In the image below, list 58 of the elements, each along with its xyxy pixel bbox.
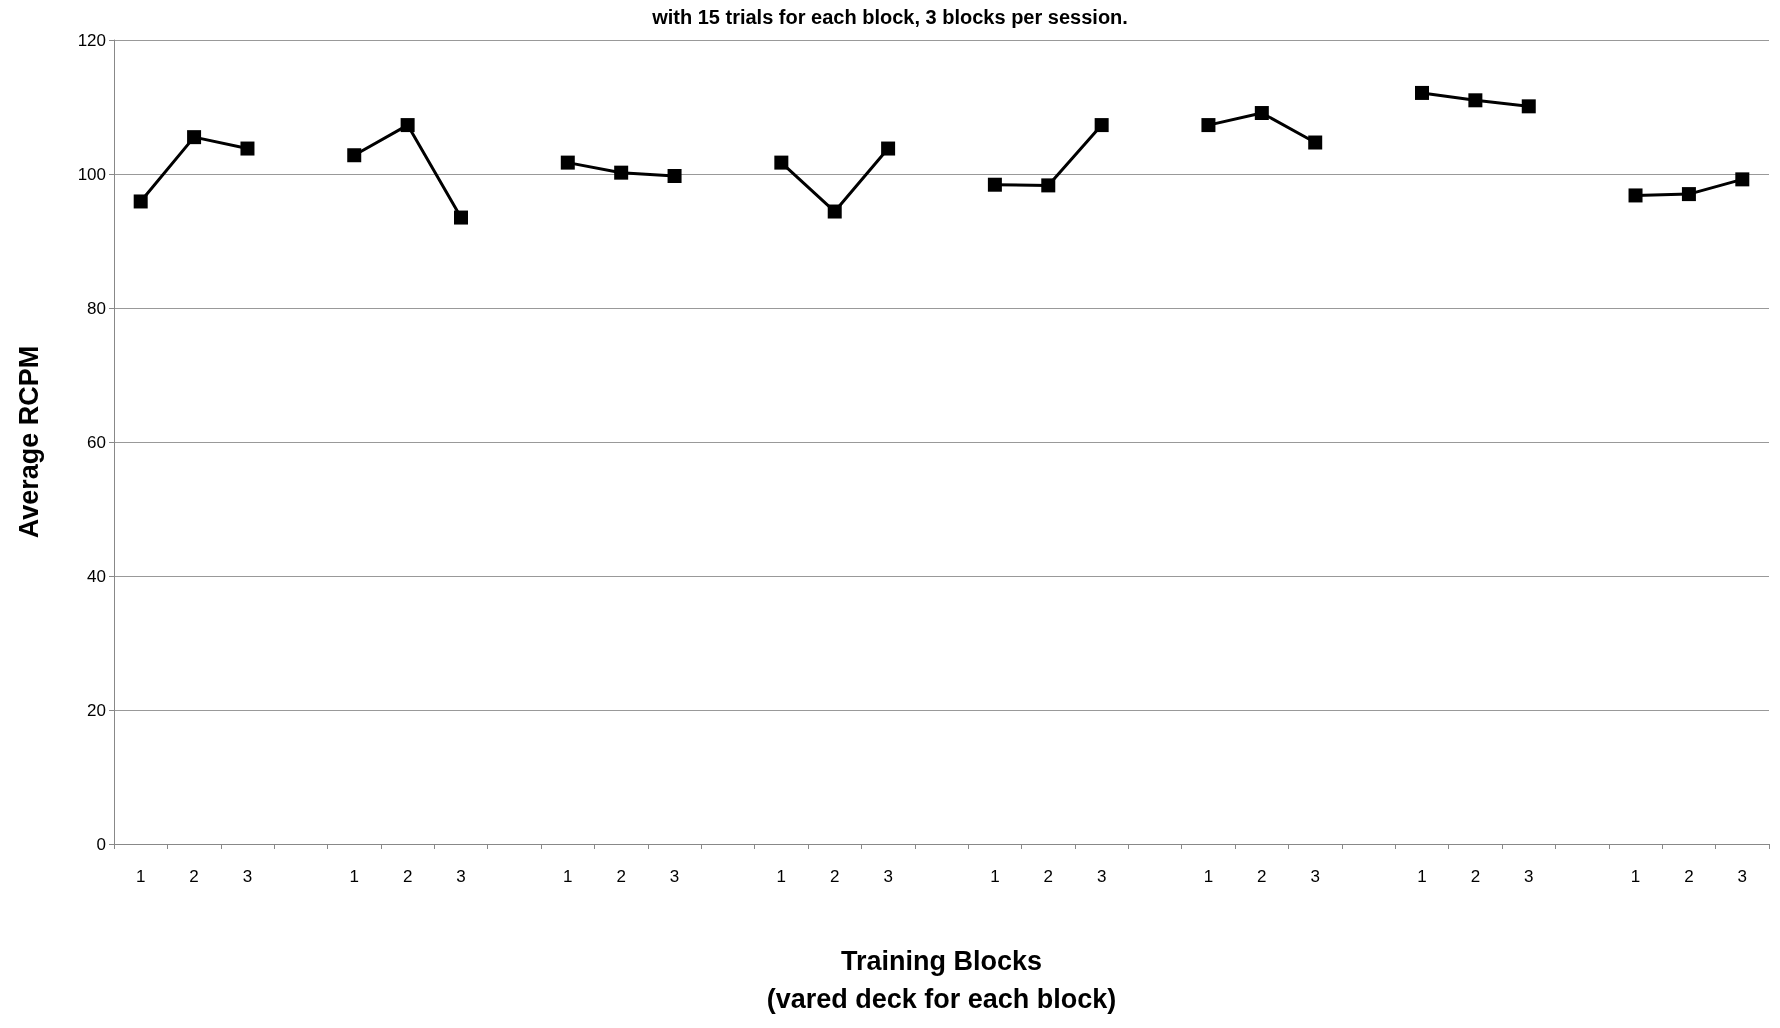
point — [454, 210, 469, 225]
point — [1201, 118, 1216, 133]
x-tick-label: 1 — [776, 867, 787, 886]
x-tick-label: 3 — [1096, 867, 1107, 886]
x-tick-label: 2 — [189, 867, 199, 886]
x-tick-label: 3 — [1737, 867, 1748, 886]
chart-title: with 15 trials for each block, 3 blocks per session. — [651, 6, 1128, 28]
x-tick-label: 2 — [1257, 867, 1267, 886]
x-tick-label: 1 — [563, 867, 573, 886]
x-tick-label: 1 — [1203, 867, 1214, 886]
x-tick-label: 2 — [402, 867, 413, 886]
x-tick-label: 3 — [1310, 867, 1320, 886]
y-tick-label: 0 — [96, 834, 106, 854]
x-tick-label: 3 — [1524, 867, 1534, 886]
point — [1414, 85, 1429, 100]
point — [187, 130, 202, 145]
y-tick-label: 40 — [87, 566, 106, 586]
point — [1468, 93, 1483, 108]
y-tick-label: 100 — [77, 164, 106, 184]
x-tick-label: 2 — [1043, 867, 1054, 886]
x-tick-label: 2 — [616, 867, 626, 886]
point — [614, 165, 629, 180]
point — [1308, 135, 1323, 150]
point — [1681, 187, 1696, 202]
x-tick-label: 2 — [1470, 867, 1481, 886]
x-tick-label: 1 — [1630, 867, 1641, 886]
point — [347, 148, 362, 163]
point — [1041, 178, 1056, 193]
x-tick-label: 2 — [829, 867, 840, 886]
y-tick-label: 120 — [77, 30, 106, 50]
x-tick-label: 1 — [349, 867, 359, 886]
point — [240, 141, 255, 156]
point — [1735, 172, 1750, 187]
point — [400, 118, 415, 133]
y-axis-title: Average RCPM — [13, 345, 44, 539]
y-tick-label: 60 — [87, 432, 106, 452]
x-tick-label: 3 — [456, 867, 466, 886]
point — [133, 194, 148, 209]
x-tick-label: 1 — [1417, 867, 1427, 886]
y-tick-label: 80 — [87, 298, 106, 318]
point — [667, 169, 682, 184]
point — [1094, 118, 1109, 133]
point — [881, 141, 896, 156]
point — [774, 155, 789, 170]
y-tick-label: 20 — [87, 700, 106, 720]
point — [1521, 99, 1536, 114]
point — [987, 177, 1002, 192]
x-axis-title: Training Blocks (vared deck for each block) — [766, 946, 1117, 1014]
x-tick-label: 3 — [669, 867, 680, 886]
x-tick-label: 2 — [1684, 867, 1694, 886]
point — [1628, 188, 1643, 203]
point — [827, 204, 842, 219]
x-tick-label: 1 — [990, 867, 1000, 886]
x-tick-label: 1 — [135, 867, 146, 886]
x-tick-label: 3 — [242, 867, 253, 886]
point — [1254, 106, 1269, 121]
point — [560, 155, 575, 170]
x-tick-label: 3 — [883, 867, 893, 886]
